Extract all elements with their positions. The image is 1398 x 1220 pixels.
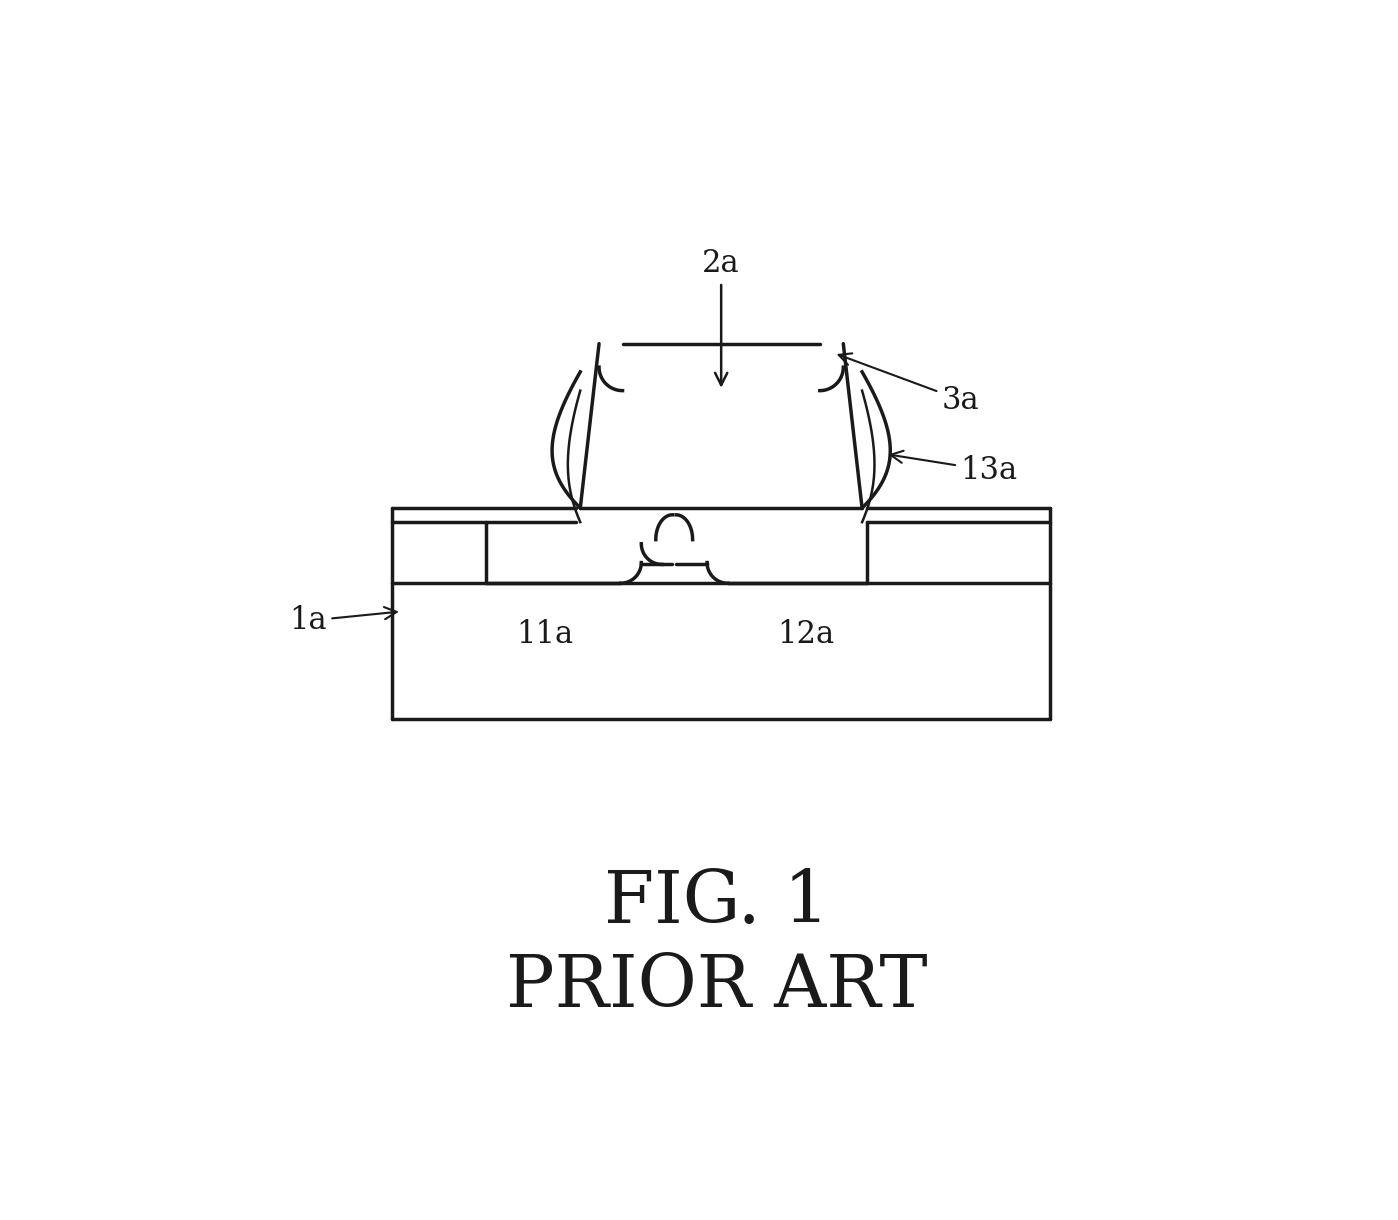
Text: 11a: 11a bbox=[516, 620, 573, 650]
Text: PRIOR ART: PRIOR ART bbox=[506, 952, 927, 1022]
Text: 13a: 13a bbox=[891, 450, 1018, 486]
Text: 2a: 2a bbox=[702, 249, 740, 386]
Text: FIG. 1: FIG. 1 bbox=[604, 867, 829, 938]
Text: 12a: 12a bbox=[777, 620, 835, 650]
Text: 3a: 3a bbox=[839, 354, 980, 416]
Text: 1a: 1a bbox=[289, 605, 397, 637]
